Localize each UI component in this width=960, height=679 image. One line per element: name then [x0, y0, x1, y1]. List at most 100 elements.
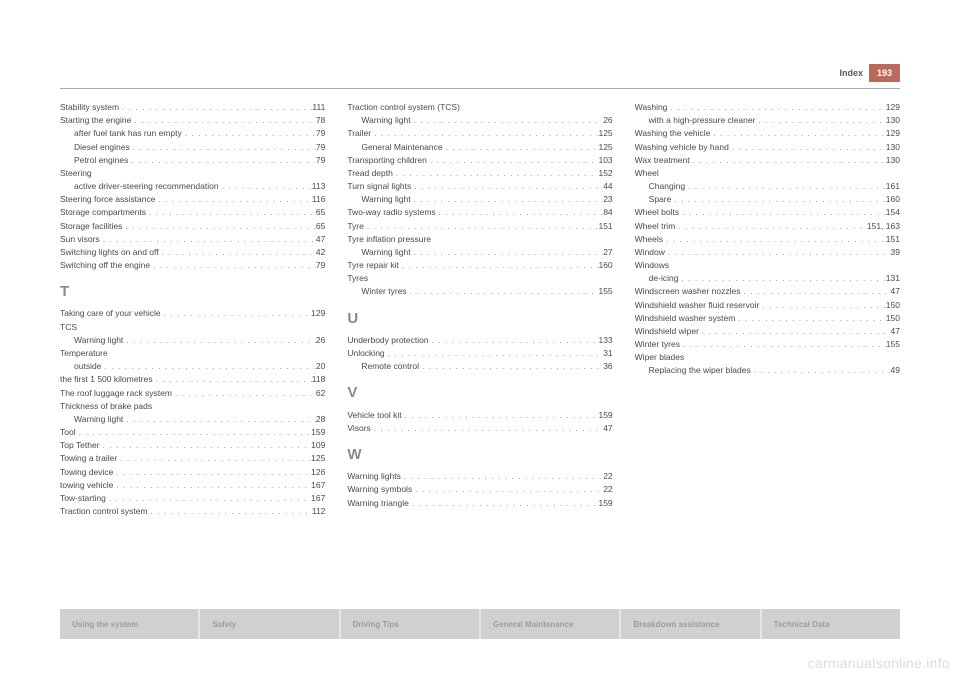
index-entry-text: after fuel tank has run empty: [74, 127, 182, 140]
index-entry: Starting the engine 78: [60, 114, 325, 127]
index-entry-page: 151: [598, 220, 612, 233]
index-entry: Top Tether109: [60, 439, 325, 452]
index-entry-text: Trailer: [347, 127, 371, 140]
dot-leader: [759, 299, 885, 312]
section-letter: V: [347, 381, 612, 404]
index-entry: Steering: [60, 167, 325, 180]
index-entry: Towing a trailer125: [60, 452, 325, 465]
dot-leader: [684, 351, 900, 364]
index-entry: Steering force assistance116: [60, 193, 325, 206]
index-entry: de-icing131: [635, 272, 900, 285]
index-entry-page: 125: [311, 452, 325, 465]
index-entry-text: active driver-steering recommendation: [74, 180, 219, 193]
index-entry-text: Changing: [649, 180, 685, 193]
index-entry-page: 112: [312, 505, 326, 518]
index-entry-page: 109: [311, 439, 325, 452]
watermark: carmanualsonline.info: [808, 655, 951, 671]
index-entry-page: 160: [886, 193, 900, 206]
index-entry-page: 152: [598, 167, 612, 180]
index-entry: Replacing the wiper blades49: [635, 364, 900, 377]
index-entry-text: Tyre: [347, 220, 364, 233]
page-header: Index 193: [60, 60, 900, 86]
index-entry: Petrol engines79: [60, 154, 325, 167]
index-entry: Warning symbols22: [347, 483, 612, 496]
index-entry-text: Sun visors: [60, 233, 100, 246]
index-entry-page: 26: [603, 114, 612, 127]
dot-leader: [152, 400, 325, 413]
index-entry: Wheels151: [635, 233, 900, 246]
index-entry-page: 129: [886, 127, 900, 140]
index-entry-text: with a high-pressure cleaner: [649, 114, 756, 127]
index-entry: Transporting children 103: [347, 154, 612, 167]
index-entry: Windshield wiper47: [635, 325, 900, 338]
index-entry-text: Windshield washer system: [635, 312, 736, 325]
index-entry-text: Warning triangle: [347, 497, 409, 510]
index-entry: Windscreen washer nozzles47: [635, 285, 900, 298]
dot-leader: [751, 364, 891, 377]
index-entry-text: Tool: [60, 426, 76, 439]
dot-leader: [411, 193, 604, 206]
index-entry-text: Washing: [635, 101, 668, 114]
index-entry-text: Tyre repair kit: [347, 259, 399, 272]
index-entry-text: Windows: [635, 259, 669, 272]
index-entry: Unlocking31: [347, 347, 612, 360]
index-entry: Tyres: [347, 272, 612, 285]
index-entry-text: Wax treatment: [635, 154, 690, 167]
section-letter: W: [347, 443, 612, 466]
index-entry-text: Towing device: [60, 466, 113, 479]
index-entry: Trailer125: [347, 127, 612, 140]
index-entry-page: 130: [886, 114, 900, 127]
index-entry-page: 31: [603, 347, 612, 360]
index-entry: after fuel tank has run empty 79: [60, 127, 325, 140]
index-entry: Traction control system (TCS): [347, 101, 612, 114]
index-entry-page: 159: [598, 497, 612, 510]
index-entry: outside20: [60, 360, 325, 373]
index-entry: Stability system111: [60, 101, 325, 114]
tab-technical-data: Technical Data: [762, 609, 900, 639]
index-entry-page: 167: [311, 479, 325, 492]
index-entry-text: Petrol engines: [74, 154, 128, 167]
dot-leader: [427, 154, 599, 167]
dot-leader: [128, 154, 316, 167]
index-entry: Wheel bolts154: [635, 206, 900, 219]
index-entry-page: 26: [316, 334, 325, 347]
index-entry-text: Traction control system: [60, 505, 148, 518]
dot-leader: [429, 334, 599, 347]
index-entry: Wiper blades: [635, 351, 900, 364]
index-entry: Tyre inflation pressure: [347, 233, 612, 246]
dot-leader: [412, 483, 603, 496]
index-entry-page: 129: [311, 307, 325, 320]
tab-general-maintenance: General Maintenance: [481, 609, 621, 639]
index-entry: Traction control system 112: [60, 505, 325, 518]
index-entry: Washing the vehicle129: [635, 127, 900, 140]
dot-leader: [407, 285, 599, 298]
index-entry-text: Warning light: [74, 413, 123, 426]
page-container: Index 193 Stability system111Starting th…: [60, 60, 900, 620]
index-entry-page: 151: [886, 233, 900, 246]
index-entry: Wax treatment130: [635, 154, 900, 167]
dot-leader: [182, 127, 316, 140]
index-entry-text: the first 1 500 kilometres: [60, 373, 153, 386]
index-entry: Remote control36: [347, 360, 612, 373]
index-entry-page: 79: [316, 127, 325, 140]
index-entry: Winter tyres155: [635, 338, 900, 351]
dot-leader: [150, 259, 316, 272]
index-entry-page: 78: [316, 114, 325, 127]
dot-leader: [680, 338, 886, 351]
index-entry-page: 22: [603, 470, 612, 483]
index-entry-page: 103: [598, 154, 612, 167]
index-entry-text: Transporting children: [347, 154, 427, 167]
index-entry: The roof luggage rack system62: [60, 387, 325, 400]
index-entry: Washing129: [635, 101, 900, 114]
dot-leader: [371, 422, 603, 435]
dot-leader: [675, 220, 867, 233]
index-entry-text: Tyres: [347, 272, 368, 285]
dot-leader: [460, 101, 613, 114]
dot-leader: [436, 206, 604, 219]
index-entry-text: Storage facilities: [60, 220, 122, 233]
index-entry-text: Starting the engine: [60, 114, 131, 127]
index-entry-page: 79: [316, 259, 325, 272]
index-entry: General Maintenance125: [347, 141, 612, 154]
index-entry: Warning light26: [347, 114, 612, 127]
index-entry-page: 62: [316, 387, 325, 400]
